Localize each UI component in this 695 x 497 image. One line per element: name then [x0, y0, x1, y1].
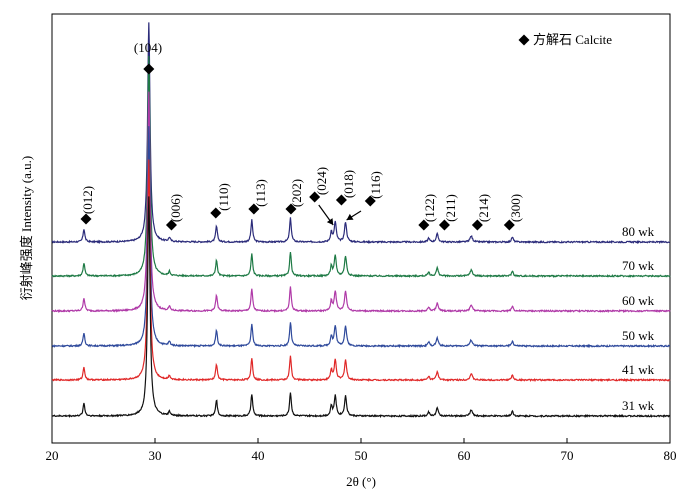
- peak-label: (024): [314, 167, 329, 195]
- peak-label: (018): [341, 170, 356, 198]
- x-tick-label: 70: [561, 448, 574, 463]
- plot-frame: [51, 13, 671, 444]
- peak-label: (300): [508, 194, 523, 222]
- peak-marker-diamond-icon: [309, 191, 321, 203]
- peak-marker-diamond-icon: [210, 207, 222, 219]
- x-tick-label: 20: [46, 448, 59, 463]
- legend-label: 方解石 Calcite: [533, 32, 612, 47]
- series-line-31-wk: [51, 196, 671, 419]
- peak-marker-diamond-icon: [438, 219, 450, 231]
- series-label: 50 wk: [622, 328, 655, 343]
- series-line-41-wk: [51, 159, 671, 383]
- x-tick-label: 30: [149, 448, 162, 463]
- peak-label: (110): [216, 183, 231, 211]
- series-line-70-wk: [51, 55, 671, 278]
- peak-marker-diamond-icon: [335, 194, 347, 206]
- series-label: 41 wk: [622, 362, 655, 377]
- arrow-116-head: [346, 213, 354, 220]
- peak-label: (113): [253, 179, 268, 207]
- y-axis-label: 衍射峰强度 Intensity (a.u.): [19, 156, 34, 300]
- peak-label: (116): [368, 171, 383, 199]
- peak-marker-diamond-icon: [165, 219, 177, 231]
- x-tick-label: 40: [252, 448, 265, 463]
- series-label: 60 wk: [622, 293, 655, 308]
- x-tick-label: 80: [664, 448, 677, 463]
- series-layer: [51, 22, 671, 419]
- series-label: 31 wk: [622, 398, 655, 413]
- legend: 方解石 Calcite: [518, 32, 612, 47]
- peak-label: (214): [476, 194, 491, 222]
- peak-arrows: [318, 204, 362, 226]
- peak-label: (104): [134, 40, 162, 55]
- legend-diamond-icon: [518, 34, 530, 46]
- peak-marker-diamond-icon: [80, 213, 92, 225]
- series-label: 70 wk: [622, 258, 655, 273]
- series-line-60-wk: [51, 91, 671, 314]
- peak-label: (012): [80, 186, 95, 214]
- peak-label: (006): [168, 194, 183, 222]
- peak-marker-diamond-icon: [418, 219, 430, 231]
- series-line-80-wk: [51, 22, 671, 245]
- peak-label: (122): [422, 194, 437, 222]
- x-axis-ticks: 20 30 40 50 60 70 80: [46, 438, 677, 463]
- peak-marker-diamond-icon: [364, 195, 376, 207]
- series-line-50-wk: [51, 126, 671, 349]
- peak-markers: [80, 63, 515, 231]
- x-tick-label: 60: [458, 448, 471, 463]
- x-axis-label: 2θ (°): [346, 474, 376, 489]
- peak-marker-diamond-icon: [471, 219, 483, 231]
- peak-marker-diamond-icon: [248, 203, 260, 215]
- arrow-024-head: [326, 218, 334, 225]
- peak-marker-diamond-icon: [503, 219, 515, 231]
- series-label: 80 wk: [622, 224, 655, 239]
- peak-labels: (012) (104) (006) (110) (113) (202) (024) (018)…: [80, 40, 523, 222]
- x-tick-label: 50: [355, 448, 368, 463]
- peak-label: (211): [443, 194, 458, 222]
- peak-marker-diamond-icon: [143, 63, 155, 75]
- peak-marker-diamond-icon: [285, 203, 297, 215]
- peak-label: (202): [289, 179, 304, 207]
- series-labels: 80 wk 70 wk 60 wk 50 wk 41 wk 31 wk: [622, 224, 655, 413]
